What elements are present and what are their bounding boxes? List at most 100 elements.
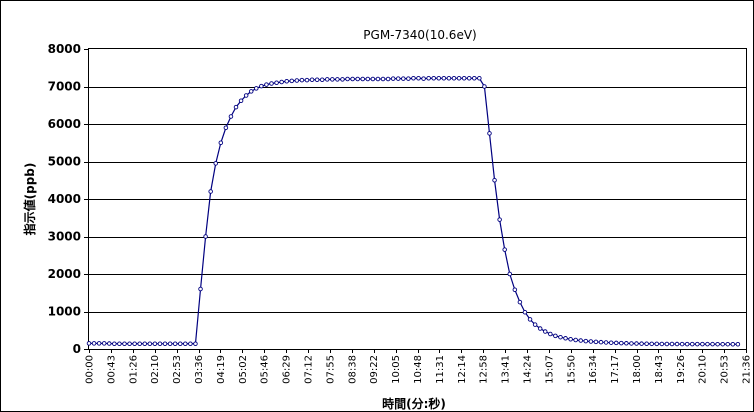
data-point [588,339,594,344]
data-point [395,76,401,81]
data-point [532,322,538,327]
y-tick-label: 7000 [48,80,81,94]
data-point [248,89,254,94]
data-point [634,341,639,346]
data-point [309,77,315,82]
data-point [208,189,213,194]
gridlines [89,87,746,313]
data-point [624,341,629,346]
x-tick-label: 12:14 [457,355,468,384]
data-point [198,286,203,292]
data-point [254,86,259,91]
data-point [649,341,654,347]
data-point [522,310,528,315]
data-point [603,340,609,345]
data-point [147,341,153,347]
data-point [218,140,224,145]
data-point [543,329,548,334]
data-point [188,341,193,347]
data-point [96,341,102,346]
data-point [451,75,457,81]
data-point [167,341,173,347]
data-point [162,341,168,347]
data-point [710,341,715,347]
data-point [512,287,518,293]
x-tick-label: 01:26 [128,355,139,384]
y-tick-label: 4000 [48,192,81,206]
data-point [365,76,371,82]
data-point [456,75,462,81]
data-point [406,76,411,81]
data-point [431,75,436,81]
x-tick-label: 10:05 [391,355,402,384]
data-point [279,79,284,85]
x-tick-label: 14:24 [523,355,534,384]
x-tick-label: 00:43 [106,355,117,384]
data-point [177,341,183,347]
data-point [264,82,269,87]
data-point [304,77,310,83]
data-point [472,75,477,81]
data-point [608,340,614,345]
data-point [325,77,330,82]
data-point [183,341,188,347]
data-point [289,78,295,84]
data-point [117,341,122,347]
data-point [537,326,543,331]
x-tick-label: 04:19 [216,355,227,384]
y-tick-label: 2000 [48,267,81,281]
data-point [132,341,137,347]
data-point [107,341,112,346]
data-point [411,75,416,81]
x-tick-label: 21:36 [742,355,753,384]
data-point [375,76,381,82]
y-tick-label: 6000 [48,117,81,131]
data-point [563,336,568,341]
data-point [284,78,289,84]
y-tick-label: 5000 [48,155,81,169]
data-point [613,340,619,346]
data-point [674,341,680,347]
data-point [345,76,350,82]
data-point [695,341,700,347]
data-point [314,77,320,82]
data-point [583,338,589,344]
x-tick-label: 03:36 [194,355,205,384]
data-point [487,131,492,136]
data-point [152,341,158,347]
data-point [299,77,305,83]
x-tick-label: 17:17 [610,355,621,384]
data-point [355,76,360,82]
x-tick-label: 05:02 [238,355,249,384]
data-point [492,177,497,183]
data-point [193,341,198,347]
data-point [664,341,670,347]
y-tick-label: 8000 [48,42,81,56]
data-point [86,341,92,346]
x-tick-label: 12:58 [479,355,490,384]
data-point [340,77,345,82]
data-point [441,75,447,81]
x-tick-label: 09:22 [369,355,380,384]
x-tick-label: 20:10 [698,355,709,384]
data-point [720,341,725,347]
y-axis-label: 指示値(ppb) [22,163,37,236]
y-axis-ticks: 0 1000 2000 3000 4000 5000 6000 7000 8000 [48,42,89,356]
data-point [101,341,107,346]
x-tick-label: 20:53 [720,355,731,384]
data-point [705,341,710,347]
data-point [502,247,507,252]
data-point [259,83,264,89]
x-tick-label: 11:31 [435,355,446,384]
x-tick-label: 16:34 [588,355,599,384]
x-tick-label: 10:48 [413,355,424,384]
data-point [482,84,487,89]
data-point [385,76,391,82]
data-point [360,76,366,82]
x-tick-label: 15:07 [544,355,555,384]
data-point [517,299,523,305]
data-point [700,341,705,347]
data-point [679,341,685,347]
data-point [223,125,229,130]
